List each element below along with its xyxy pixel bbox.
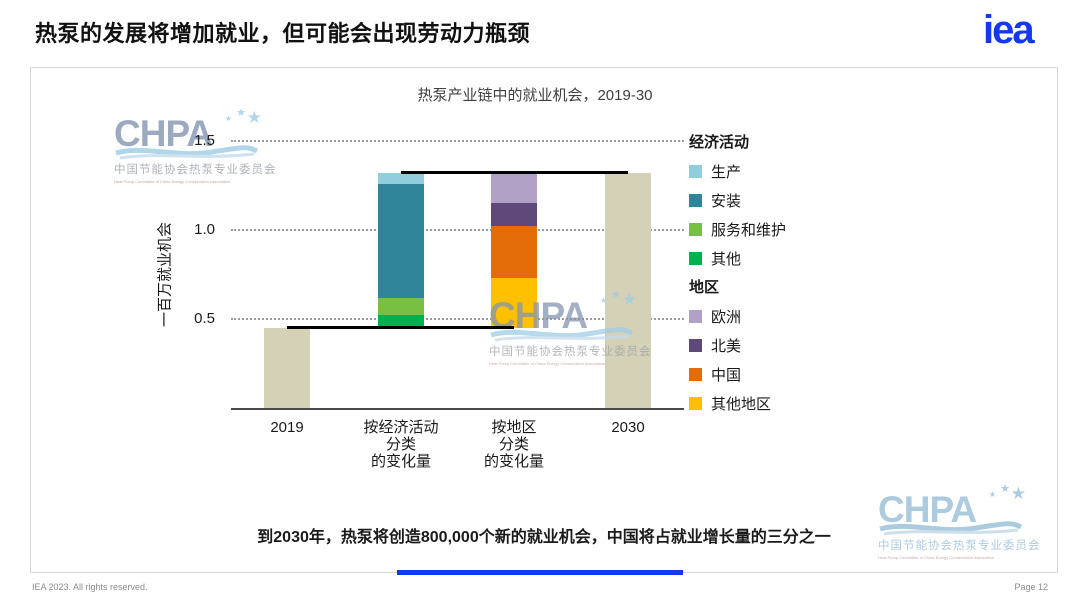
- chpa-watermark-bottom-right: CHPA ★ ★ ★ 中国节能协会热泵专业委员会 Heat Pump Committ…: [878, 483, 1041, 560]
- chpa-wave-icon: [115, 145, 259, 160]
- chpa-wave-icon: [490, 327, 634, 342]
- bar-segment-econ-change-生产: [378, 173, 424, 184]
- x-axis-label-region-change: 按地区 分类 的变化量: [483, 419, 544, 470]
- legend-label: 生产: [711, 164, 742, 181]
- legend-swatch-icon: [689, 252, 702, 265]
- chpa-chinese-name: 中国节能协会热泵专业委员会: [489, 346, 652, 358]
- legend-swatch-icon: [689, 310, 702, 323]
- connector-line-0: [287, 325, 514, 329]
- chart-panel: 热泵产业链中的就业机会，2019-30 一百万就业机会 0.5 1.0 1.5 201…: [30, 67, 1058, 573]
- legend-item-生产: 生产: [689, 157, 859, 186]
- y-tick-label: 0.5: [194, 310, 215, 327]
- legend-group-title: 地区: [689, 279, 720, 296]
- slide-title: 热泵的发展将增加就业，但可能会出现劳动力瓶颈: [35, 21, 531, 46]
- legend-item-服务和维护: 服务和维护: [689, 215, 859, 244]
- legend-item-安装: 安装: [689, 186, 859, 215]
- chpa-chinese-name: 中国节能协会热泵专业委员会: [878, 540, 1041, 552]
- footer-page-number: Page 12: [1014, 582, 1048, 592]
- bar-segment-econ-change-服务和维护: [378, 297, 424, 316]
- chpa-wave-icon: [879, 521, 1023, 536]
- legend-swatch-icon: [689, 223, 702, 236]
- chart-plot-area: 0.5 1.0 1.5 2019 按经济活动 分类 的变化量 按地区 分类 的变化量 2030: [31, 68, 1057, 572]
- x-axis-label-2030: 2030: [611, 419, 645, 436]
- chpa-english-name: Heat Pump Committee of China Energy Cons…: [489, 361, 606, 366]
- chart-legend: 经济活动 生产 安装 服务和维护 其他 地区 欧洲 北美 中国 其他地区: [689, 128, 859, 418]
- legend-item-欧洲: 欧洲: [689, 302, 859, 331]
- chpa-logo-text: CHPA: [114, 113, 213, 154]
- bar-segment-region-change-中国: [491, 226, 537, 279]
- legend-swatch-icon: [689, 339, 702, 352]
- gridline-1.5: [231, 140, 684, 142]
- legend-label: 欧洲: [711, 309, 742, 326]
- footer-copyright: IEA 2023. All rights reserved.: [32, 582, 148, 592]
- chpa-chinese-name: 中国节能协会热泵专业委员会: [114, 164, 277, 176]
- key-message: 到2030年，热泵将创造800,000个新的就业机会，中国将占就业增长量的三分之…: [257, 529, 831, 546]
- chpa-english-name: Heat Pump Committee of China Energy Cons…: [114, 179, 231, 184]
- y-tick-label: 1.0: [194, 221, 215, 238]
- legend-swatch-icon: [689, 397, 702, 410]
- chpa-watermark-top-left: CHPA ★ ★ ★ 中国节能协会热泵专业委员会 Heat Pump Committ…: [114, 107, 277, 184]
- y-axis-label: 一百万就业机会: [156, 222, 174, 328]
- legend-label: 服务和维护: [711, 222, 787, 239]
- legend-group-title: 经济活动: [689, 134, 750, 151]
- bar-segment-econ-change-安装: [378, 183, 424, 298]
- legend-item-其他: 其他: [689, 244, 859, 273]
- legend-label: 中国: [711, 367, 742, 384]
- legend-item-其他地区: 其他地区: [689, 389, 859, 418]
- chpa-watermark-center: CHPA ★ ★ ★ 中国节能协会热泵专业委员会 Heat Pump Committ…: [489, 289, 652, 366]
- legend-label: 其他地区: [711, 396, 772, 413]
- iea-logo: iea: [983, 8, 1035, 52]
- chart-title: 热泵产业链中的就业机会，2019-30: [417, 87, 653, 104]
- legend-label: 安装: [711, 193, 742, 210]
- bar-segment-2019-2019总量: [264, 327, 310, 408]
- bar-segment-region-change-欧洲: [491, 173, 537, 204]
- bottom-accent-bar: [397, 570, 683, 575]
- x-axis-label-econ-change: 按经济活动 分类 的变化量: [363, 419, 439, 470]
- connector-line-1: [401, 171, 628, 175]
- y-tick-label: 1.5: [194, 132, 215, 149]
- chpa-english-name: Heat Pump Committee of China Energy Cons…: [878, 555, 995, 560]
- legend-label: 其他: [711, 251, 742, 268]
- legend-item-北美: 北美: [689, 331, 859, 360]
- chpa-logo-text: CHPA: [878, 489, 977, 530]
- bar-segment-region-change-北美: [491, 203, 537, 227]
- legend-item-中国: 中国: [689, 360, 859, 389]
- x-axis-label-2019: 2019: [270, 419, 304, 436]
- chpa-logo-text: CHPA: [489, 295, 588, 336]
- legend-swatch-icon: [689, 194, 702, 207]
- legend-swatch-icon: [689, 165, 702, 178]
- bar-segment-econ-change-其他: [378, 315, 424, 328]
- gridline-1.0: [231, 229, 684, 231]
- x-axis-line: [231, 408, 684, 410]
- bar-segment-region-change-其他地区: [491, 278, 537, 328]
- legend-swatch-icon: [689, 368, 702, 381]
- bar-segment-2030-2030总量: [605, 173, 651, 408]
- legend-label: 北美: [711, 338, 742, 355]
- gridline-0.5: [231, 318, 684, 320]
